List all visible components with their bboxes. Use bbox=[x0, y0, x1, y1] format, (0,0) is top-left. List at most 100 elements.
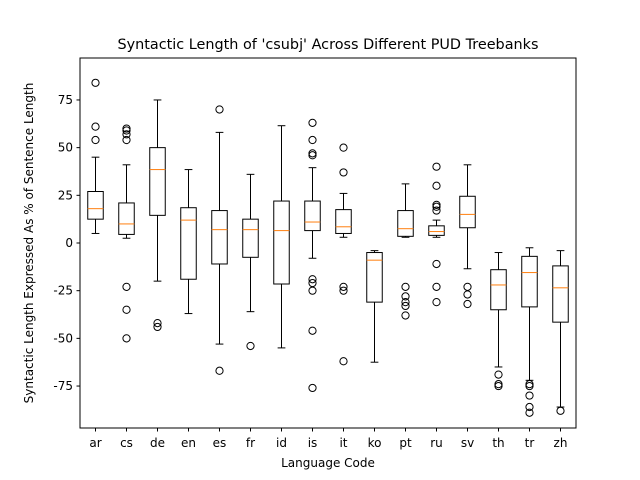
box-ar bbox=[87, 78, 104, 234]
box-tr bbox=[521, 247, 538, 417]
outlier-point bbox=[122, 305, 131, 314]
outlier-point bbox=[122, 282, 131, 291]
x-tick-label: ko bbox=[368, 436, 382, 450]
box-zh bbox=[552, 250, 569, 415]
outlier-point bbox=[432, 259, 441, 269]
box-it bbox=[335, 143, 352, 366]
outlier-point bbox=[432, 181, 441, 190]
outlier-point bbox=[339, 168, 348, 177]
outlier-point bbox=[246, 341, 255, 351]
box-id bbox=[273, 125, 290, 349]
box-iqr bbox=[180, 207, 197, 280]
box-sv bbox=[459, 164, 476, 309]
box-iqr bbox=[459, 195, 476, 229]
outlier-point bbox=[308, 135, 317, 145]
x-tick-label: tr bbox=[525, 436, 535, 450]
box-iqr bbox=[118, 202, 135, 235]
x-tick-label: th bbox=[492, 436, 504, 450]
box-iqr bbox=[242, 218, 259, 258]
box-ru bbox=[428, 162, 445, 307]
y-tick-label: 25 bbox=[58, 188, 73, 202]
box-iqr bbox=[304, 200, 321, 232]
y-tick-label: -50 bbox=[53, 331, 73, 345]
y-tick-label: 50 bbox=[58, 141, 73, 155]
x-tick-label: ru bbox=[430, 436, 443, 450]
box-iqr bbox=[521, 255, 538, 308]
outlier-point bbox=[463, 282, 472, 291]
outlier-point bbox=[525, 408, 534, 417]
box-iqr bbox=[490, 269, 507, 311]
outlier-point bbox=[401, 298, 410, 307]
outlier-point bbox=[339, 357, 348, 366]
outlier-point bbox=[494, 370, 503, 379]
outlier-point bbox=[401, 292, 410, 301]
box-iqr bbox=[87, 191, 104, 220]
x-tick-label: it bbox=[339, 436, 347, 450]
box-iqr bbox=[552, 265, 569, 323]
outlier-point bbox=[153, 322, 162, 332]
box-es bbox=[211, 105, 228, 375]
outlier-point bbox=[432, 282, 441, 291]
outlier-point bbox=[525, 391, 534, 400]
box-iqr bbox=[149, 147, 166, 216]
outlier-point bbox=[463, 299, 472, 309]
x-tick-label: zh bbox=[554, 436, 568, 450]
x-tick-label: es bbox=[213, 436, 227, 450]
box-cs bbox=[118, 124, 135, 343]
box-fr bbox=[242, 173, 259, 351]
box-en bbox=[180, 169, 197, 315]
y-axis: -75 -50 -25 0 25 50 75 bbox=[53, 93, 80, 393]
outlier-point bbox=[308, 383, 317, 393]
chart-title: Syntactic Length of 'csubj' Across Diffe… bbox=[118, 37, 539, 53]
y-tick-label: 75 bbox=[58, 93, 73, 107]
box-pt bbox=[397, 183, 414, 320]
outlier-point bbox=[91, 122, 100, 131]
y-tick-label: 0 bbox=[65, 236, 73, 250]
outlier-point bbox=[153, 319, 162, 328]
outlier-point bbox=[91, 78, 100, 87]
x-tick-label: fr bbox=[246, 436, 255, 450]
box-iqr bbox=[273, 200, 290, 285]
outlier-point bbox=[556, 406, 565, 415]
x-axis-label: Language Code bbox=[281, 456, 375, 470]
outlier-point bbox=[432, 200, 441, 209]
outlier-point bbox=[401, 311, 410, 320]
outlier-point bbox=[91, 135, 100, 145]
outlier-point bbox=[494, 381, 503, 391]
box-iqr bbox=[366, 252, 383, 303]
x-tick-label: de bbox=[150, 436, 165, 450]
outlier-point bbox=[308, 149, 317, 158]
outlier-point bbox=[122, 124, 131, 133]
outlier-point bbox=[122, 130, 131, 139]
x-axis: ar cs de en es fr id is it ko pt ru sv th tr zh bbox=[89, 428, 567, 450]
outlier-point bbox=[339, 282, 348, 291]
outlier-point bbox=[463, 290, 472, 299]
y-tick-label: -25 bbox=[53, 284, 73, 298]
x-tick-label: ar bbox=[89, 436, 101, 450]
outlier-point bbox=[432, 206, 441, 215]
x-tick-label: is bbox=[308, 436, 318, 450]
plot-area bbox=[87, 78, 569, 417]
box-iqr bbox=[428, 225, 445, 236]
y-axis-label: Syntactic Length Expressed As % of Sente… bbox=[22, 83, 36, 404]
box-ko bbox=[366, 250, 383, 363]
outlier-point bbox=[525, 402, 534, 412]
outlier-point bbox=[215, 366, 224, 375]
outlier-point bbox=[122, 334, 131, 343]
x-tick-label: sv bbox=[461, 436, 474, 450]
outlier-point bbox=[525, 381, 534, 391]
outlier-point bbox=[308, 118, 317, 127]
outlier-point bbox=[308, 275, 317, 284]
x-tick-label: en bbox=[181, 436, 196, 450]
outlier-point bbox=[215, 105, 224, 114]
box-th bbox=[490, 252, 507, 391]
outlier-point bbox=[432, 162, 441, 171]
outlier-point bbox=[401, 301, 410, 311]
outlier-point bbox=[432, 298, 441, 307]
x-tick-label: pt bbox=[399, 436, 412, 450]
box-is bbox=[304, 118, 321, 393]
x-tick-label: id bbox=[276, 436, 287, 450]
outlier-point bbox=[308, 326, 317, 335]
outlier-point bbox=[122, 135, 131, 145]
